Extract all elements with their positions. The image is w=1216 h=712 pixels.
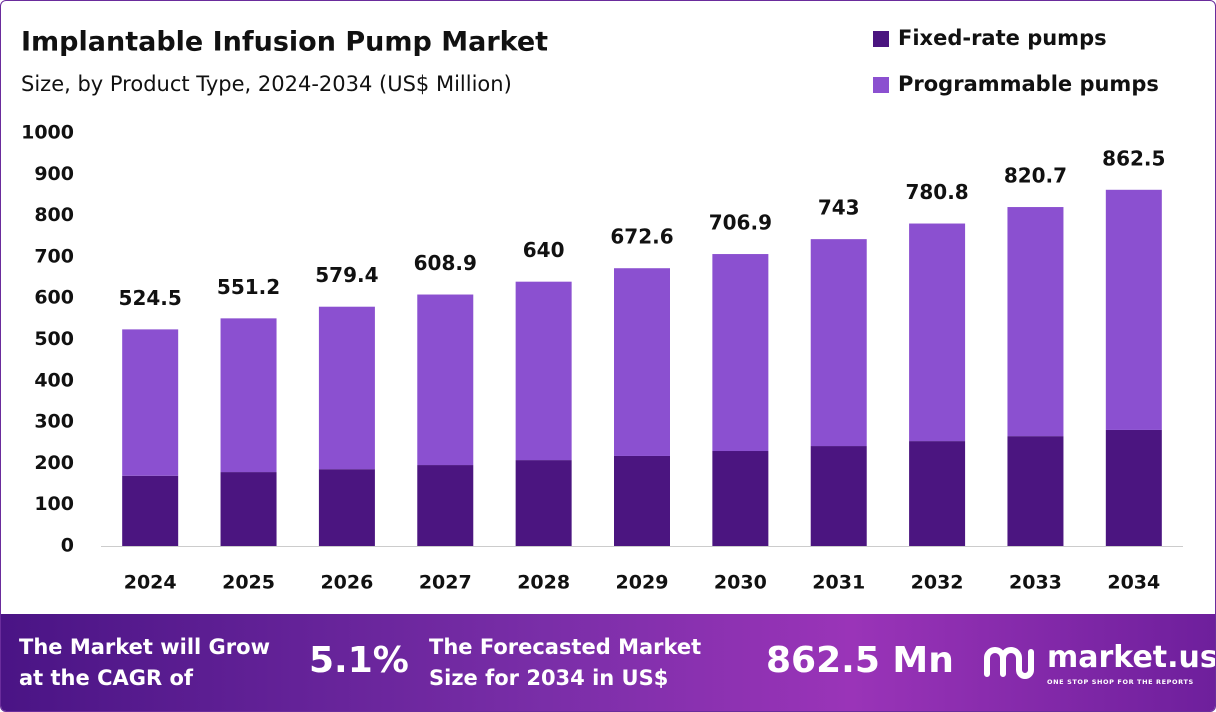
legend-swatch [873,77,889,93]
y-tick-label: 800 [34,204,74,226]
y-tick-label: 300 [34,411,74,433]
y-tick-label: 600 [34,287,74,309]
y-tick-label: 100 [34,493,74,515]
chart: Implantable Infusion Pump Market Size, b… [21,26,1183,594]
bar-segment [712,254,769,452]
bar-segment [712,451,769,546]
bar-segment [220,472,277,546]
bar-segment [318,306,375,470]
x-tick-label: 2034 [1107,572,1160,594]
banner: The Market will Grow at the CAGR of 5.1% … [1,614,1215,711]
forecast-label-line: The Forecasted Market [429,635,702,659]
x-tick-label: 2024 [124,572,177,594]
bar-segment [122,475,179,546]
y-tick-label: 700 [34,245,74,267]
bar-segment [1105,189,1162,430]
bar-segment [122,329,179,476]
forecast-value: 862.5 Mn [766,640,954,681]
total-label: 672.6 [610,225,673,249]
bar-segment [1007,436,1064,546]
legend-label: Fixed-rate pumps [898,26,1107,50]
y-tick-label: 200 [34,452,74,474]
bar-segment [417,465,474,546]
legend-label: Programmable pumps [898,72,1159,96]
bar-segment [220,318,277,473]
x-tick-label: 2027 [419,572,472,594]
forecast-label-line: Size for 2034 in US$ [429,666,669,690]
bar-segment [1105,429,1162,546]
logo-text: market.us [1047,640,1216,675]
bar-segment [810,446,867,546]
cagr-label: The Market will Grow at the CAGR of [19,632,270,694]
bar-segment [909,223,966,442]
logo-tagline: ONE STOP SHOP FOR THE REPORTS [1047,678,1194,686]
x-tick-label: 2030 [714,572,767,594]
bar-segment [614,455,670,546]
bar-segment [810,239,867,447]
cagr-label-line: The Market will Grow [19,635,270,659]
cagr-value: 5.1% [309,640,409,681]
chart-subtitle: Size, by Product Type, 2024-2034 (US$ Mi… [21,72,512,96]
x-tick-label: 2025 [222,572,275,594]
x-tick-label: 2028 [517,572,570,594]
total-label: 608.9 [414,251,477,275]
x-tick-label: 2031 [812,572,865,594]
total-label: 551.2 [217,275,280,299]
bar-segment [614,268,670,456]
total-label: 743 [818,196,860,220]
logo-icon [984,647,1034,679]
y-tick-label: 400 [34,369,74,391]
bar-segment [515,460,572,546]
legend-swatch [873,31,889,47]
x-tick-label: 2026 [320,572,373,594]
total-label: 640 [523,238,565,262]
bar-segment [318,469,375,546]
bar-segment [1007,207,1064,437]
total-label: 862.5 [1102,146,1165,170]
chart-title: Implantable Infusion Pump Market [21,27,548,58]
total-label: 524.5 [119,286,182,310]
cagr-label-line: at the CAGR of [19,666,194,690]
y-tick-label: 500 [34,328,74,350]
x-tick-label: 2029 [616,572,669,594]
bar-segment [417,294,474,466]
total-label: 820.7 [1004,164,1067,188]
y-tick-label: 0 [61,535,74,557]
x-tick-label: 2032 [911,572,964,594]
y-tick-label: 1000 [21,122,74,144]
total-label: 579.4 [315,263,378,287]
y-tick-label: 900 [34,163,74,185]
total-label: 706.9 [709,211,772,235]
bar-segment [909,441,966,546]
x-tick-label: 2033 [1009,572,1062,594]
forecast-label: The Forecasted Market Size for 2034 in US… [429,632,701,694]
total-label: 780.8 [905,180,968,204]
bar-segment [515,281,572,461]
